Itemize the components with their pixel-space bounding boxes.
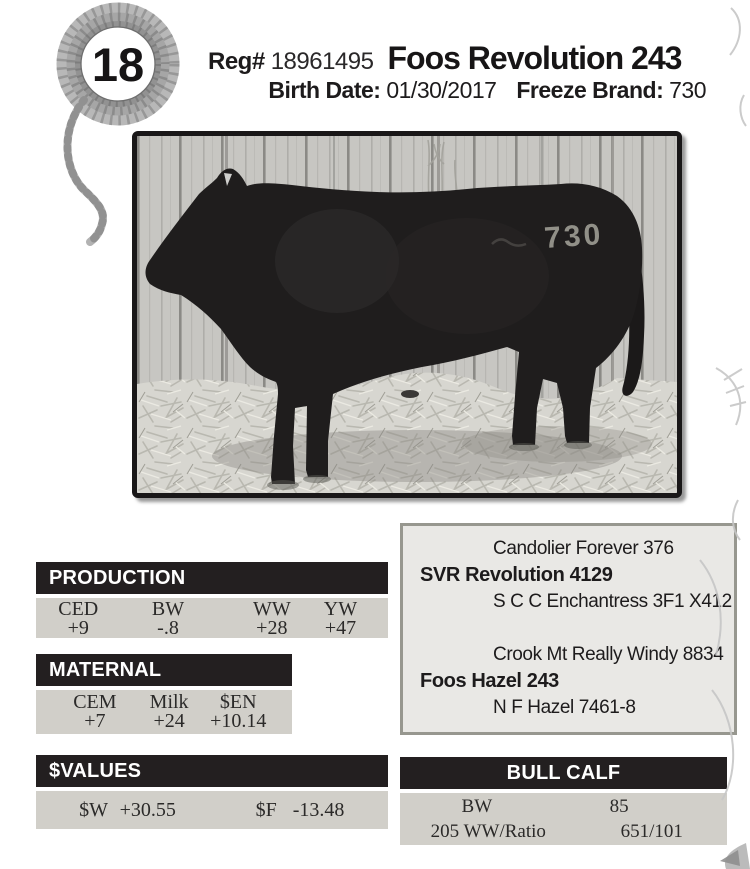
pedigree-dam-dam: N F Hazel 7461-8 — [493, 697, 636, 718]
pedigree-sire: SVR Revolution 4129 — [420, 564, 613, 586]
lot-number: 18 — [92, 38, 144, 91]
bull-calf-ww-value: 651/101 — [620, 821, 683, 842]
bull-calf-title: BULL CALF — [506, 761, 621, 784]
reg-number: 18961495 — [270, 48, 374, 75]
production-data-bar: CED +9 BW -.8 WW +28 YW +47 — [36, 598, 388, 638]
bull-photo: 730 — [132, 131, 682, 498]
value-cell-w: $W +30.55 — [79, 799, 176, 821]
pedigree-dam: Foos Hazel 243 — [420, 670, 559, 692]
epd-cell-cem: CEM +7 — [73, 691, 117, 732]
value-cell-f: $F -13.48 — [255, 799, 345, 821]
ear-notch — [224, 173, 232, 186]
epd-cell-bw: BW -.8 — [151, 598, 185, 639]
epd-cell-ced: CED +9 — [58, 598, 99, 639]
freeze-brand-label: Freeze Brand: — [516, 77, 664, 103]
freeze-brand-mark: 730 — [543, 218, 604, 255]
animal-name: Foos Revolution 243 — [387, 40, 682, 76]
epd-cell-ww: WW +28 — [252, 598, 291, 639]
birth-date-value: 01/30/2017 — [386, 77, 497, 103]
reg-label: Reg# — [208, 48, 265, 75]
production-title: PRODUCTION — [49, 566, 186, 589]
bull-silhouette — [145, 168, 645, 490]
birth-date-label: Birth Date: — [268, 77, 381, 103]
pedigree-sire-sire: Candolier Forever 376 — [493, 538, 674, 559]
pedigree-box: Candolier Forever 376 SVR Revolution 412… — [400, 523, 737, 735]
header-birth-line: Birth Date: 01/30/2017 Freeze Brand: 730 — [208, 77, 706, 104]
lot-badge-rope-icon: 18 — [56, 2, 180, 246]
straw-ground — [137, 372, 677, 493]
header-title-line: Reg# 18961495 Foos Revolution 243 — [208, 40, 718, 77]
values-header-bar: $VALUES — [36, 755, 388, 787]
values-title: $VALUES — [49, 759, 142, 782]
bull-calf-data-bar: BW 85 205 WW/Ratio 651/101 — [400, 793, 727, 845]
bull-calf-bw-label: BW — [461, 796, 493, 817]
epd-cell-en: $EN +10.14 — [210, 691, 267, 732]
margin-sketch-art — [699, 7, 750, 869]
bull-calf-header-bar: BULL CALF — [400, 757, 727, 789]
epd-cell-yw: YW +47 — [323, 598, 358, 639]
pedigree-dam-sire: Crook Mt Really Windy 8834 — [493, 644, 724, 665]
bull-calf-ww-label: 205 WW/Ratio — [430, 821, 546, 842]
epd-cell-milk: Milk +24 — [149, 691, 189, 732]
production-header-bar: PRODUCTION — [36, 562, 388, 594]
bull-photo-art: 730 — [137, 136, 677, 493]
maternal-title: MATERNAL — [49, 658, 162, 681]
maternal-data-bar: CEM +7 Milk +24 $EN +10.14 — [36, 690, 292, 734]
freeze-brand-value: 730 — [669, 77, 706, 103]
pedigree-sire-dam: S C C Enchantress 3F1 X412 — [493, 591, 732, 612]
bull-calf-bw-value: 85 — [609, 796, 629, 817]
values-data-bar: $W +30.55 $F -13.48 — [36, 791, 388, 829]
straw-debris — [401, 390, 419, 398]
maternal-header-bar: MATERNAL — [36, 654, 292, 686]
